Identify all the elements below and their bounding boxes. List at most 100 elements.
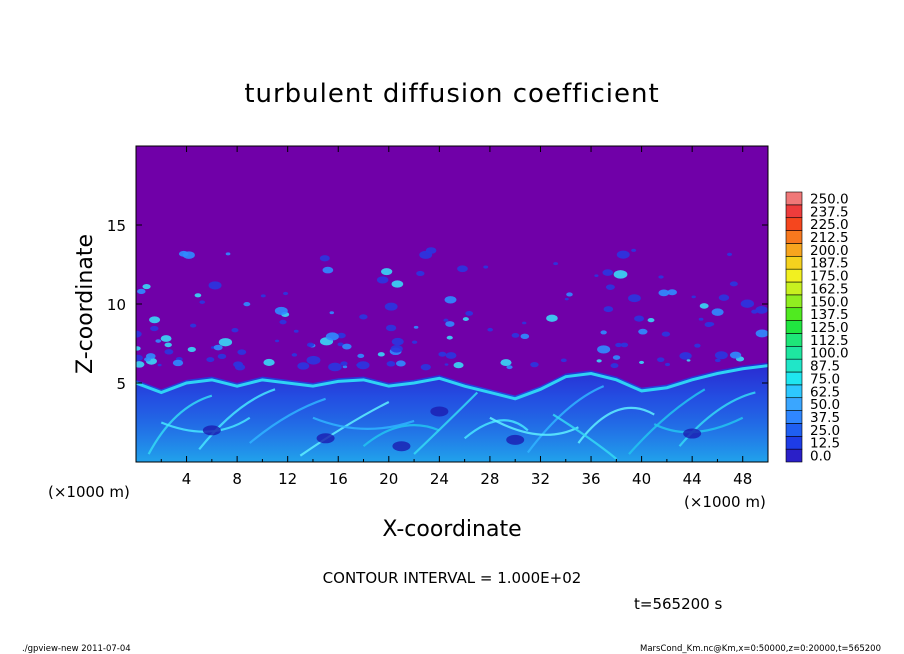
eddy-patch [356, 363, 362, 367]
colorbar-tick-label: 0.0 [810, 449, 831, 465]
eddy-patch [291, 353, 298, 357]
turbulence-swirl [413, 391, 479, 455]
colorbar-tick-label: 125.0 [810, 320, 849, 336]
eddy-patch [390, 344, 403, 353]
colorbar-cell [785, 371, 803, 386]
colorbar-tick-label: 150.0 [810, 294, 849, 310]
eddy-patch [755, 306, 768, 314]
eddy-patch [357, 353, 365, 359]
colorbar-cell [785, 307, 803, 321]
eddy-patch [160, 335, 172, 342]
x-tick-label: 36 [581, 470, 600, 488]
colorbar-cell [785, 268, 803, 283]
turbulent-layer [136, 362, 768, 462]
eddy-patch [416, 270, 425, 277]
eddy-patch [282, 291, 289, 296]
colorbar-tick-label: 175.0 [810, 269, 849, 285]
turbulence-swirl [299, 400, 390, 457]
eddy-patch [411, 340, 418, 344]
eddy-patch [616, 250, 630, 259]
eddy-patch [667, 289, 677, 296]
eddy-patch [457, 265, 468, 273]
x-axis-label: X-coordinate [382, 517, 521, 542]
boundary-layer-edge [136, 364, 768, 401]
eddy-patch [453, 362, 464, 369]
scattered-eddies [136, 247, 768, 372]
colorbar-cell [785, 333, 803, 347]
eddy-patch [520, 333, 530, 339]
eddy-patch [237, 349, 247, 355]
colorbar-cell [785, 320, 803, 334]
colorbar-tick-label: 162.5 [810, 281, 849, 297]
plot-area [136, 146, 768, 462]
eddy-patch [385, 324, 397, 332]
eddy-patch [243, 302, 251, 307]
colorbar-tick-label: 37.5 [810, 410, 840, 426]
eddy-patch [657, 357, 665, 362]
eddy-patch [377, 352, 385, 357]
eddy-patch [217, 353, 227, 360]
x-axis-ticks: 4 8 12 16 20 24 28 32 36 40 44 48 [160, 146, 752, 488]
eddy-patch [444, 363, 449, 366]
eddy-patch [443, 318, 449, 322]
eddy-patch [306, 355, 321, 365]
x-tick-label: 12 [278, 470, 297, 488]
colorbar-cell [785, 358, 803, 373]
low-diffusion-pocket [683, 428, 702, 439]
footer-right: MarsCond_Km.nc@Km,x=0:50000,z=0:20000,t=… [640, 644, 881, 654]
eddy-patch [172, 359, 184, 367]
colorbar-cell [785, 230, 803, 244]
x-tick-label: 8 [232, 470, 242, 488]
eddy-patch [342, 365, 348, 369]
eddy-patch [506, 365, 513, 370]
eddy-patch [664, 362, 671, 367]
eddy-patch [658, 289, 670, 297]
eddy-patch [157, 363, 162, 367]
eddy-patch [438, 351, 447, 357]
eddy-patch [322, 266, 334, 274]
eddy-patch [465, 311, 474, 316]
eddy-patch [391, 337, 404, 346]
chart-title: turbulent diffusion coefficient [244, 79, 659, 109]
eddy-patch [483, 265, 489, 269]
eddy-patch [297, 362, 310, 370]
colorbar-tick-label: 212.5 [810, 230, 849, 246]
eddy-patch [136, 346, 141, 351]
eddy-patch [638, 328, 648, 335]
colorbar-tick-label: 25.0 [810, 423, 840, 439]
eddy-patch [553, 262, 559, 266]
eddy-patch [511, 332, 520, 338]
colorbar-tick-label: 62.5 [810, 384, 840, 400]
y-axis-ticks: 5 10 15 [107, 217, 768, 393]
eddy-patch [142, 283, 151, 290]
eddy-patch [729, 281, 738, 287]
eddy-patch [698, 317, 704, 321]
turbulence-swirl [312, 416, 415, 430]
eddy-patch [729, 351, 742, 359]
eddy-patch [686, 359, 691, 362]
low-diffusion-pocket [506, 434, 525, 445]
eddy-patch [605, 284, 615, 290]
eddy-patch [190, 323, 197, 328]
eddy-patch [199, 300, 206, 304]
eddy-patch [413, 325, 419, 329]
time-label: t=565200 s [634, 595, 722, 613]
x-tick-label: 48 [733, 470, 752, 488]
eddy-patch [445, 321, 455, 327]
eddy-patch [615, 342, 623, 348]
eddy-patch [274, 306, 288, 315]
colorbar-cell [785, 448, 803, 463]
colorbar-tick-label: 225.0 [810, 217, 849, 233]
eddy-patch [714, 358, 721, 363]
eddy-patch [425, 247, 437, 254]
eddy-patch [546, 314, 558, 322]
eddy-patch [274, 339, 280, 343]
eddy-patch [726, 252, 733, 256]
eddy-patch [596, 359, 602, 363]
colorbar-tick-label: 75.0 [810, 371, 840, 387]
low-diffusion-pocket [202, 425, 221, 436]
eddy-patch [384, 302, 398, 311]
colorbar-cell [785, 191, 803, 206]
colorbar-cell [785, 243, 803, 257]
colorbar-cell [785, 435, 803, 450]
